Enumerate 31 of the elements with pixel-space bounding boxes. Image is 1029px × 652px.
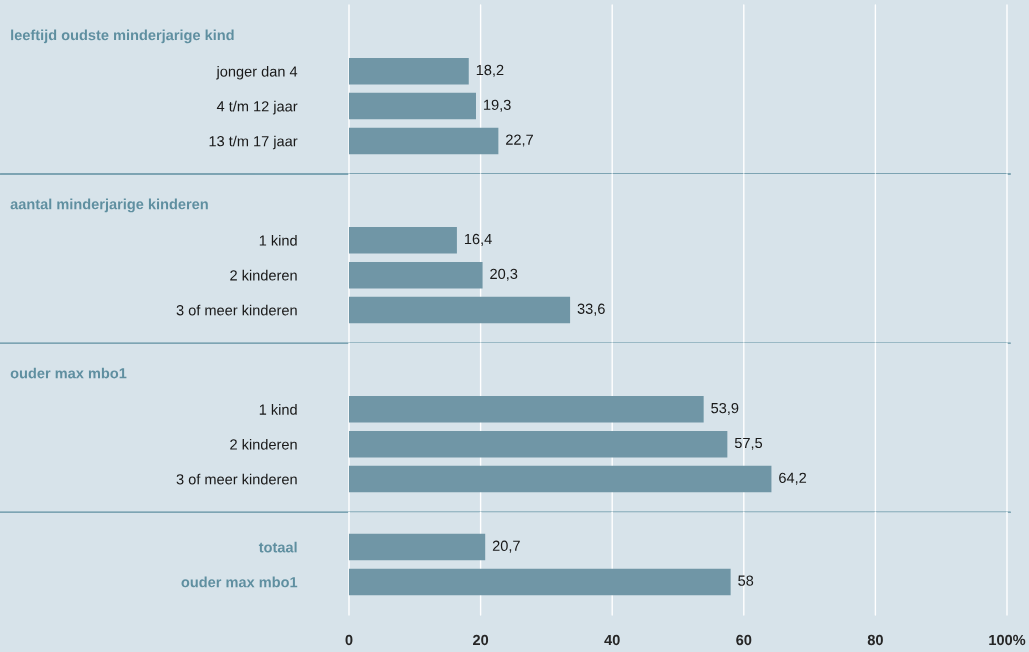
data-label: 18,2 — [476, 64, 504, 77]
y-tick-label: 13 t/m 17 jaar — [209, 135, 298, 150]
y-tick-label: 1 kind — [259, 235, 297, 246]
x-tick-label: 60 — [736, 634, 752, 646]
data-label: 19,3 — [484, 99, 511, 112]
x-tick-label: 100% — [989, 634, 1026, 646]
data-label: 57,5 — [734, 437, 763, 450]
x-tick-label: 20 — [473, 634, 489, 646]
y-tick-label: 4 t/m 12 jaar — [216, 100, 298, 115]
y-tick-label: 3 of meer kinderen — [176, 473, 297, 485]
y-tick-label: ouder max mbo1 — [181, 576, 298, 588]
y-tick-label: 1 kind — [259, 404, 297, 415]
data-label: 20,7 — [492, 540, 520, 553]
x-tick-label: 0 — [345, 634, 353, 646]
data-label: 64,2 — [779, 472, 807, 485]
y-tick-label: jonger dan 4 — [216, 65, 298, 80]
data-label: 33,6 — [577, 303, 605, 316]
data-label: 58 — [738, 575, 754, 586]
y-tick-label: 3 of meer kinderen — [176, 304, 297, 316]
y-tick-label: 2 kinderen — [230, 438, 297, 450]
y-tick-label: totaal — [258, 541, 297, 553]
data-label: 22,7 — [506, 134, 533, 147]
text: leeftijd oudste minderjarige kind — [11, 29, 234, 44]
x-tick-label: 80 — [867, 634, 883, 646]
text: ouder max mbo1 — [10, 367, 127, 379]
data-label: 16,4 — [464, 233, 492, 246]
data-label: 20,3 — [490, 268, 518, 281]
y-tick-label: 2 kinderen — [230, 269, 297, 281]
data-label: 53,9 — [711, 402, 739, 415]
text: aantal minderjarige kinderen — [10, 198, 208, 213]
x-tick-label: 40 — [604, 634, 620, 646]
